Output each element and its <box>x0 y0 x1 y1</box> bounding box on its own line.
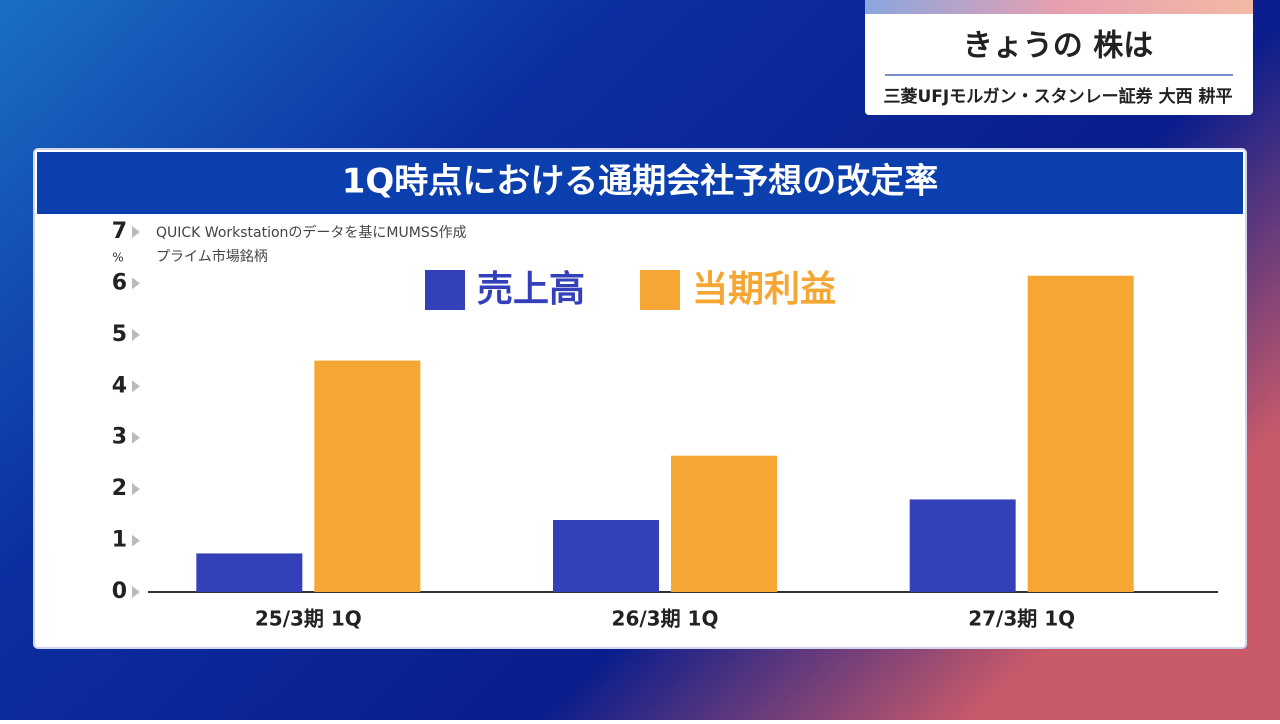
y-tick-label: 5 <box>112 322 127 347</box>
caption-panel <box>865 0 1253 115</box>
y-tick-mark <box>132 483 140 496</box>
legend-label: 当期利益 <box>692 269 836 310</box>
y-tick-label: 3 <box>112 425 127 450</box>
bar <box>314 360 421 592</box>
x-tick-label: 26/3期 1Q <box>612 607 719 631</box>
legend-label: 売上高 <box>477 269 585 310</box>
source-note: プライム市場銘柄 <box>156 248 268 265</box>
caption-box: きょうの 株は 三菱UFJモルガン・スタンレー証券 大西 耕平 <box>865 0 1253 115</box>
x-tick-label: 25/3期 1Q <box>255 607 362 631</box>
caption-title: きょうの 株は <box>963 29 1153 64</box>
y-tick-label: 7 <box>112 219 127 244</box>
bar <box>1027 275 1134 592</box>
y-tick-mark <box>132 534 140 547</box>
bar <box>909 499 1016 592</box>
bar <box>671 455 777 592</box>
x-tick-label: 27/3期 1Q <box>968 607 1075 631</box>
y-tick-mark <box>132 431 140 444</box>
y-tick-label: 0 <box>112 579 127 604</box>
caption-subtitle: 三菱UFJモルガン・スタンレー証券 大西 耕平 <box>883 86 1232 107</box>
y-tick-mark <box>132 328 140 341</box>
y-tick-mark <box>132 277 140 290</box>
bar <box>196 553 303 592</box>
y-unit: % <box>112 251 123 265</box>
y-tick-label: 2 <box>112 476 127 501</box>
chart-title: 1Q時点における通期会社予想の改定率 <box>342 162 939 202</box>
y-tick-label: 6 <box>112 270 127 295</box>
legend-swatch <box>425 270 465 310</box>
y-tick-label: 4 <box>112 373 127 398</box>
y-tick-mark <box>132 586 140 598</box>
y-tick-mark <box>132 226 140 238</box>
source-note: QUICK Workstationのデータを基にMUMSS作成 <box>156 224 467 241</box>
title-band <box>37 152 1243 214</box>
y-tick-label: 1 <box>112 528 127 553</box>
bar <box>553 520 659 592</box>
y-tick-mark <box>132 380 140 393</box>
legend-swatch <box>640 270 680 310</box>
caption-stripe <box>865 0 1253 14</box>
